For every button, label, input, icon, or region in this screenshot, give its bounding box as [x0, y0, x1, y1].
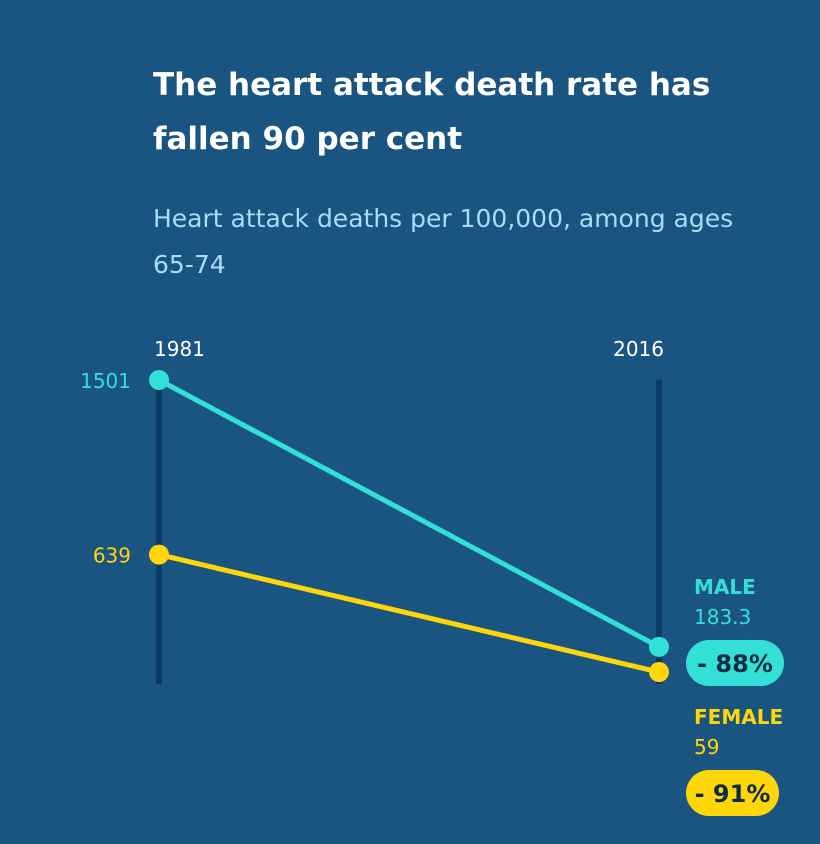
start-value-label-male: 1501	[80, 369, 131, 393]
series-name-label-male: MALE	[694, 575, 756, 599]
x-tick-label-2016: 2016	[613, 337, 664, 361]
chart-title: The heart attack death rate has fallen 9…	[153, 67, 711, 157]
change-pill-female	[686, 770, 779, 816]
series-line-female	[156, 552, 662, 675]
end-value-label-male: 183.3	[694, 605, 751, 629]
data-point-female-1981	[149, 544, 169, 565]
end-value-label-female: 59	[694, 735, 719, 759]
change-pill-label-female: - 91%	[695, 780, 771, 808]
series-name-label-female: FEMALE	[694, 705, 783, 729]
start-value-label-female: 639	[93, 544, 131, 568]
change-pill-male	[686, 640, 784, 686]
data-point-female-2016	[649, 662, 669, 683]
chart-subtitle: Heart attack deaths per 100,000, among a…	[153, 204, 734, 279]
data-point-male-1981	[149, 370, 169, 390]
x-tick-label-1981: 1981	[154, 337, 205, 361]
change-pill-label-male: - 88%	[697, 650, 773, 678]
series-line-male	[156, 377, 662, 650]
data-point-male-2016	[649, 636, 669, 657]
